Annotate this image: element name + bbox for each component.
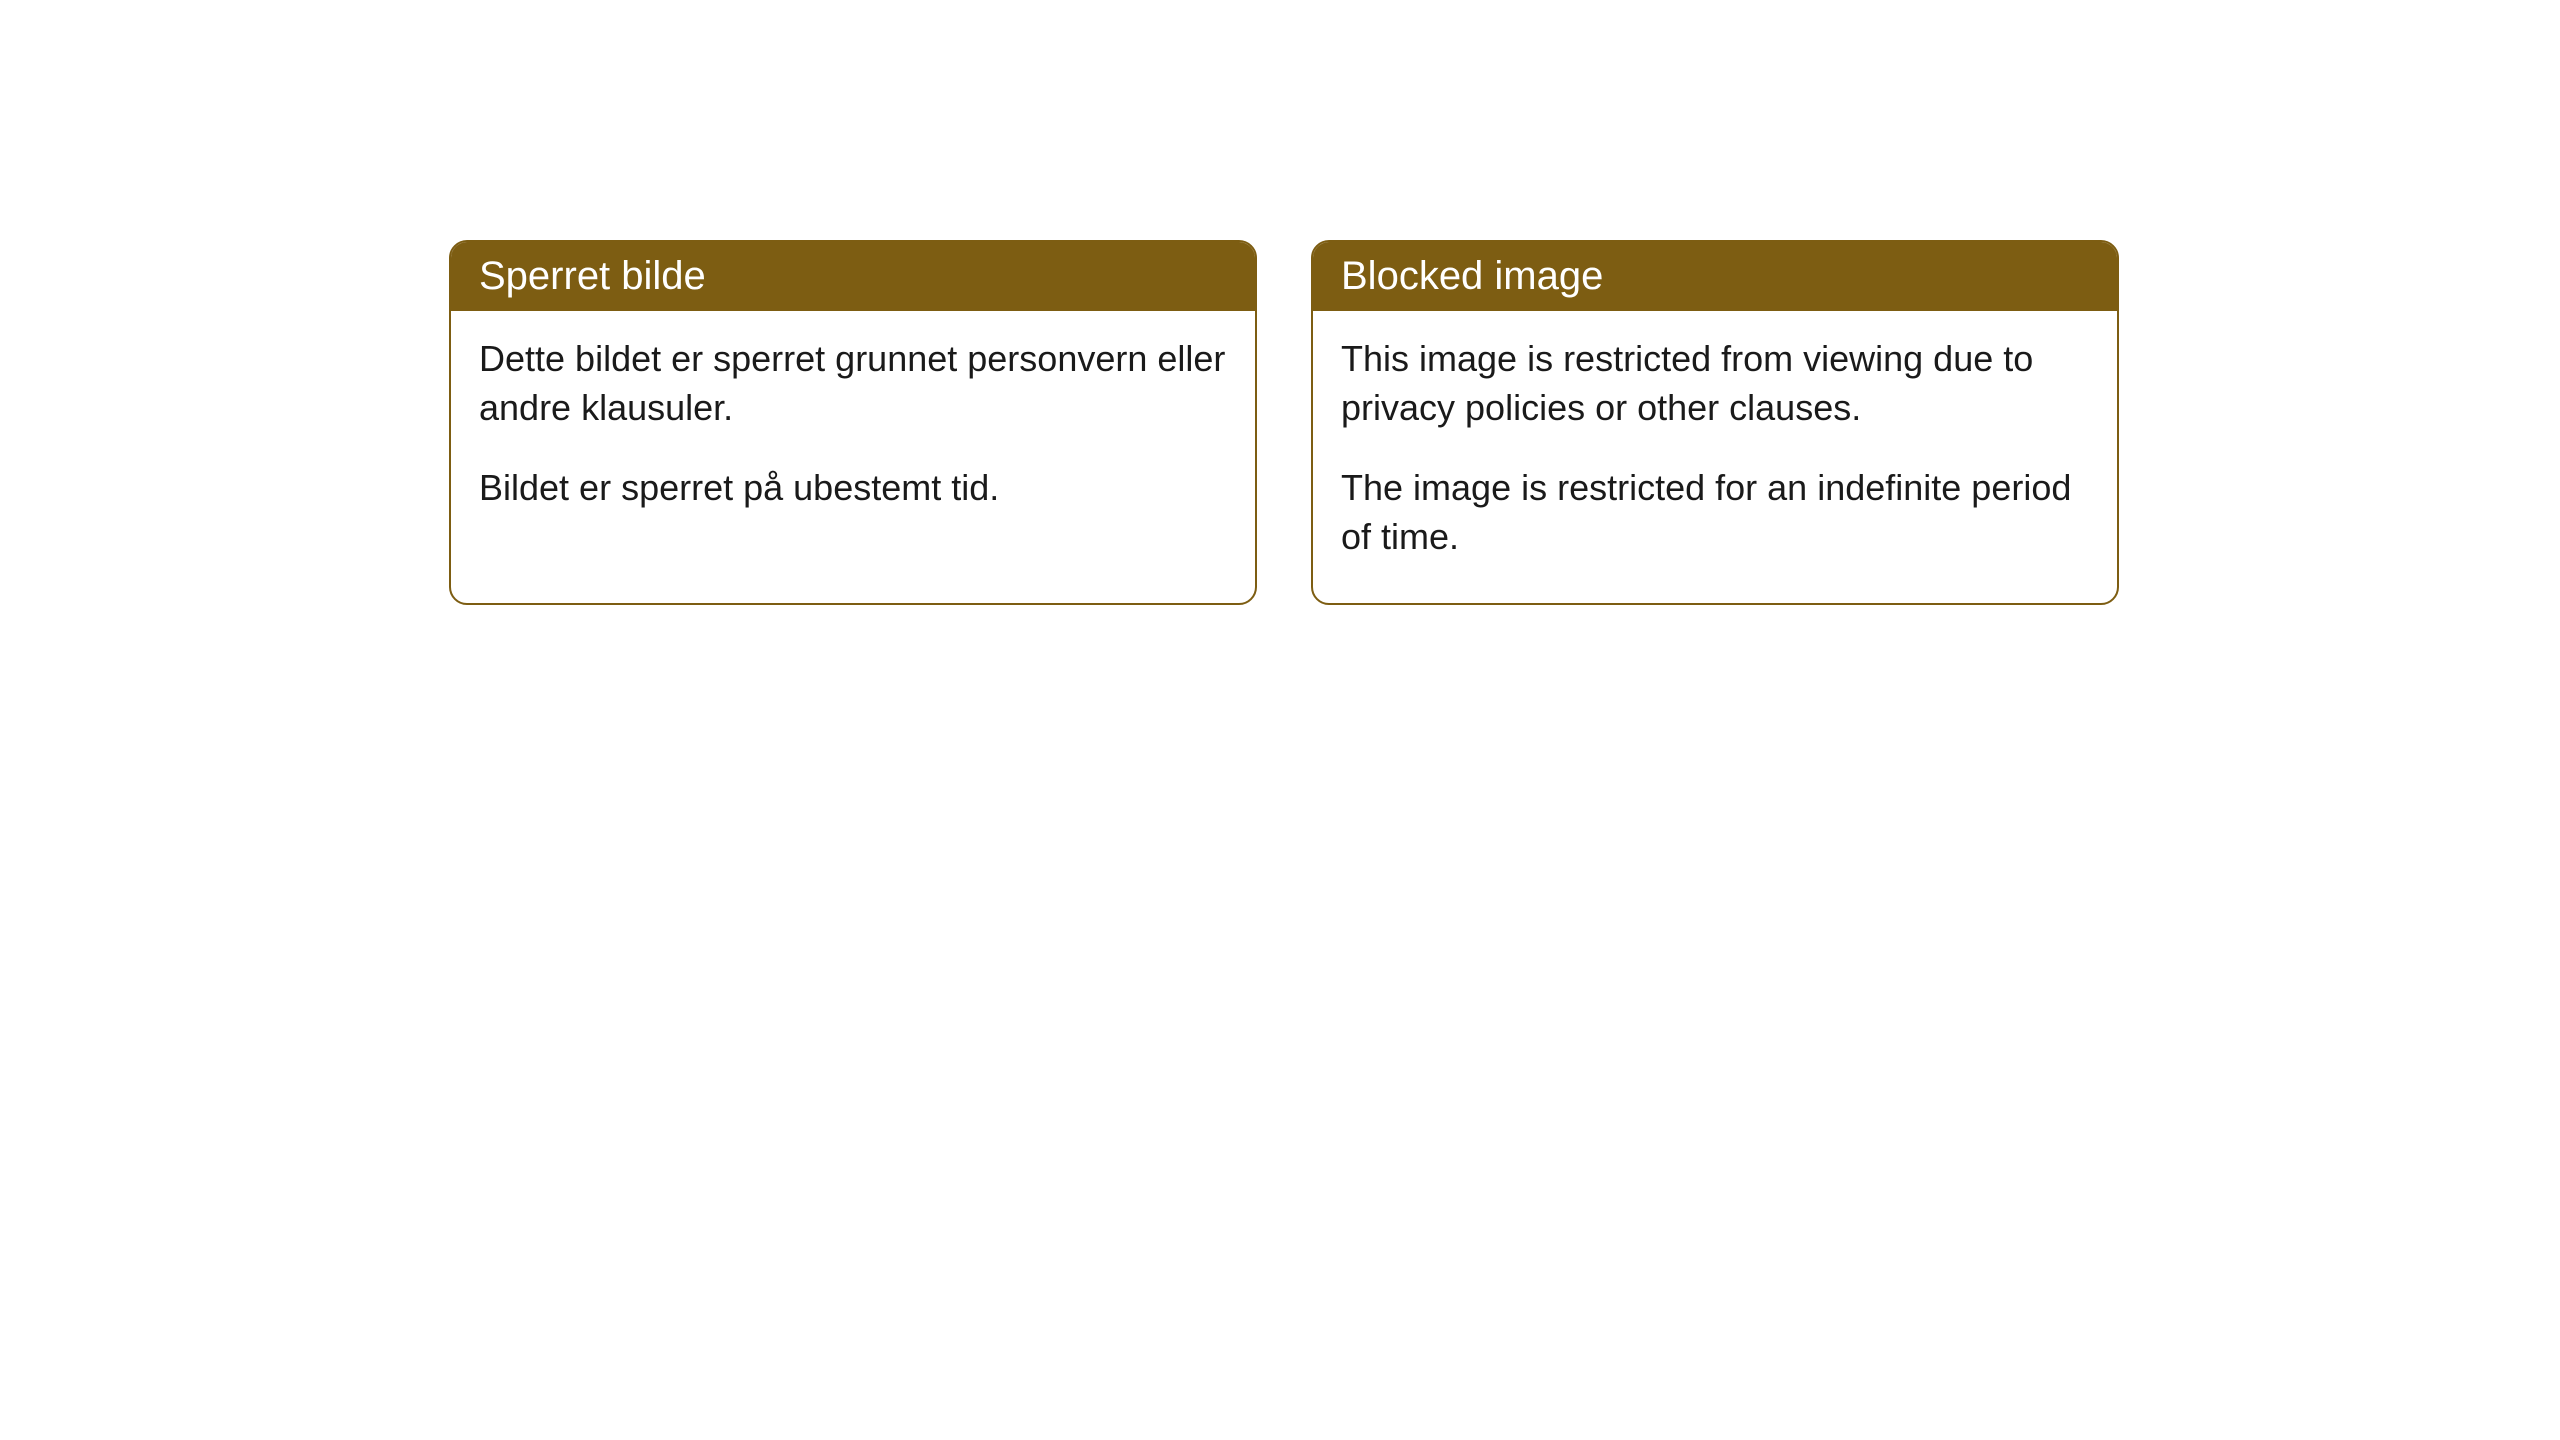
notice-card-body: This image is restricted from viewing du…	[1313, 311, 2117, 603]
notice-paragraph: Dette bildet er sperret grunnet personve…	[479, 335, 1227, 432]
notice-card-header: Sperret bilde	[451, 242, 1255, 311]
notice-paragraph: The image is restricted for an indefinit…	[1341, 464, 2089, 561]
notice-paragraph: Bildet er sperret på ubestemt tid.	[479, 464, 1227, 513]
notice-cards-container: Sperret bilde Dette bildet er sperret gr…	[0, 0, 2560, 605]
notice-card-norwegian: Sperret bilde Dette bildet er sperret gr…	[449, 240, 1257, 605]
notice-card-english: Blocked image This image is restricted f…	[1311, 240, 2119, 605]
notice-title: Sperret bilde	[479, 254, 706, 298]
notice-card-header: Blocked image	[1313, 242, 2117, 311]
notice-title: Blocked image	[1341, 254, 1603, 298]
notice-paragraph: This image is restricted from viewing du…	[1341, 335, 2089, 432]
notice-card-body: Dette bildet er sperret grunnet personve…	[451, 311, 1255, 555]
